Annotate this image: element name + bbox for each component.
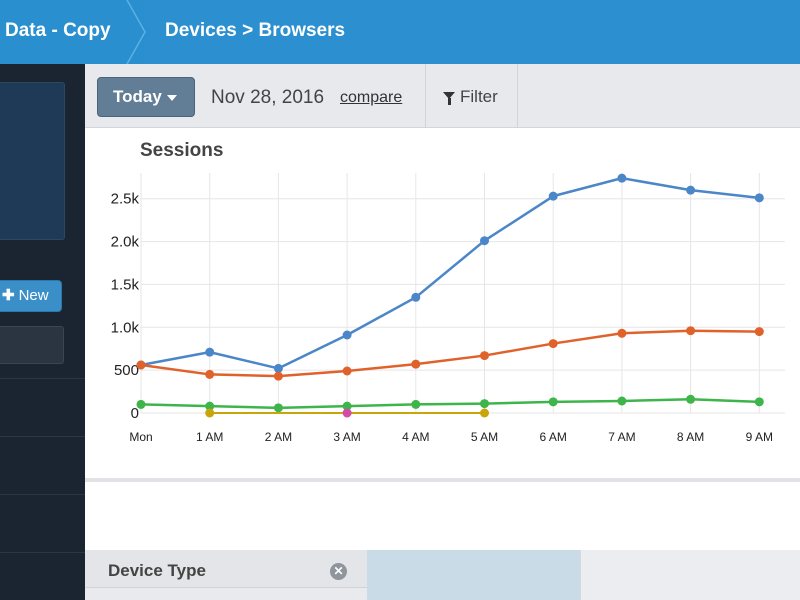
sidebar-search-input[interactable] [0,326,64,364]
data-point [548,191,558,201]
new-button[interactable]: ✚ New [0,280,62,312]
y-tick-label: 2.5k [111,191,140,208]
x-tick-label: 1 AM [196,430,223,444]
y-tick-label: 1.5k [111,276,140,293]
x-tick-label: 8 AM [677,430,704,444]
series-line [140,329,760,378]
data-point [480,351,489,361]
caret-down-icon [166,94,177,101]
sidebar-panel [0,82,65,240]
data-point [754,193,764,203]
x-tick-label: Mon [129,430,152,444]
data-point [686,394,696,404]
today-label: Today [113,87,162,106]
data-point [754,397,764,407]
data-point [273,363,283,373]
data-point [411,292,421,302]
chart-card [85,128,800,482]
x-tick-label: 2 AM [265,430,292,444]
x-tick-label: 5 AM [471,430,498,444]
close-icon[interactable]: ✕ [330,563,347,580]
device-tile [367,550,580,600]
filter-button[interactable]: Filter [443,87,498,107]
data-point [754,327,764,337]
series-line [140,398,760,410]
x-tick-label: 6 AM [540,430,567,444]
sidebar-item[interactable] [0,494,85,552]
data-point [342,366,352,376]
x-tick-label: 4 AM [402,430,429,444]
data-point [411,399,421,409]
data-point [617,396,627,406]
device-type-title: Device Type [108,561,206,580]
data-point [548,397,558,407]
breadcrumb-separator [0,0,146,64]
x-tick-label: 7 AM [608,430,635,444]
data-point [342,401,352,411]
data-point [136,360,146,370]
y-tick-label: 1.0k [111,319,140,336]
breadcrumb-second-label: Devices > Browsers [165,20,346,41]
data-point [480,399,489,409]
toolbar-divider [517,64,518,128]
sidebar-item[interactable] [0,378,85,436]
data-point [480,236,489,246]
toolbar-divider [425,64,426,128]
data-point [480,408,489,418]
breadcrumb-first-label[interactable]: Data - Copy [5,20,111,41]
y-tick-label: 500 [114,362,139,379]
data-point [686,326,696,336]
series-line [140,176,760,370]
data-point [273,371,283,381]
device-type-header [85,550,367,588]
sidebar-item[interactable] [0,552,85,600]
data-point [273,403,283,413]
data-point [617,173,627,183]
y-tick-label: 0 [131,405,139,422]
data-point [548,339,558,349]
device-tile-secondary [580,550,800,600]
data-point [342,330,352,340]
compare-link[interactable]: compare [340,89,403,106]
x-tick-label: 3 AM [333,430,360,444]
data-point [205,408,215,418]
x-tick-label: 9 AM [746,430,773,444]
sidebar-item[interactable] [0,436,85,494]
toolbar: Today Nov 28, 2016 compare Filter [85,64,800,128]
data-point [205,369,215,379]
new-button-label: New [18,287,49,304]
plus-icon: ✚ [2,287,15,304]
filter-label: Filter [460,87,498,106]
y-tick-label: 2.0k [111,234,140,251]
today-dropdown-button[interactable]: Today [97,77,195,117]
sessions-chart: 0 500 1.0k 1.5k 2.0k 2.5k Mon 1 AM 2 AM 3 AM 4 AM 5… [111,173,785,444]
chart-title: Sessions [140,140,224,161]
data-point [411,359,421,369]
data-point [686,185,696,195]
data-point [205,347,215,357]
date-label: Nov 28, 2016 [211,87,325,108]
data-point [617,328,627,338]
filter-icon [443,92,455,106]
data-point [205,401,215,411]
data-point [342,408,352,418]
data-point [136,399,146,409]
